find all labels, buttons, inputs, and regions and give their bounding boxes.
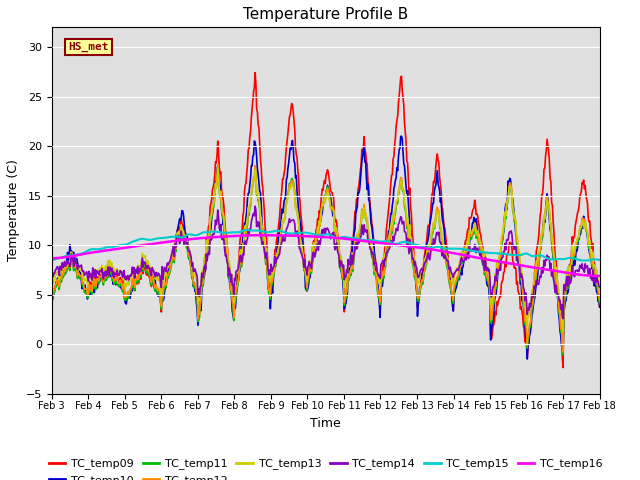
TC_temp14 [409,255,417,261]
TC_temp14 [596,284,604,290]
TC_temp16 [48,255,56,261]
TC_temp12 [559,349,567,355]
TC_temp10 [170,249,177,254]
TC_temp11 [214,165,221,170]
TC_temp12 [596,298,604,303]
TC_temp15 [580,258,588,264]
TC_temp12 [393,198,401,204]
TC_temp13 [48,284,56,289]
TC_temp13 [58,270,65,276]
TC_temp15 [48,258,56,264]
TC_temp15 [596,257,604,263]
TC_temp14 [170,243,177,249]
Legend: TC_temp09, TC_temp10, TC_temp11, TC_temp12, TC_temp13, TC_temp14, TC_temp15, TC_: TC_temp09, TC_temp10, TC_temp11, TC_temp… [44,454,607,480]
Line: TC_temp11: TC_temp11 [52,168,600,355]
TC_temp10 [524,356,531,362]
TC_temp16 [114,246,122,252]
Line: TC_temp13: TC_temp13 [52,168,600,331]
TC_temp12 [170,247,177,253]
TC_temp13 [170,242,177,248]
TC_temp14 [559,316,567,322]
TC_temp10 [392,175,400,181]
TC_temp10 [114,282,122,288]
TC_temp09 [393,118,401,123]
TC_temp16 [253,232,261,238]
TC_temp09 [170,244,177,250]
TC_temp14 [114,273,122,278]
TC_temp13 [596,287,604,293]
Line: TC_temp09: TC_temp09 [52,72,600,368]
TC_temp09 [559,365,567,371]
TC_temp11 [198,284,206,289]
TC_temp11 [114,283,122,288]
TC_temp10 [397,133,405,139]
TC_temp11 [170,250,177,256]
TC_temp11 [58,279,65,285]
TC_temp10 [409,250,417,256]
TC_temp09 [114,278,122,284]
TC_temp11 [559,352,567,358]
TC_temp10 [198,281,206,287]
TC_temp16 [198,235,206,241]
TC_temp13 [559,328,567,334]
Y-axis label: Temperature (C): Temperature (C) [7,159,20,262]
TC_temp14 [393,226,401,231]
Title: Temperature Profile B: Temperature Profile B [243,7,408,22]
TC_temp16 [596,273,604,279]
TC_temp09 [58,277,65,283]
TC_temp14 [252,204,259,209]
TC_temp11 [409,262,417,268]
TC_temp15 [114,243,122,249]
TC_temp14 [48,276,56,282]
TC_temp15 [243,227,251,233]
X-axis label: Time: Time [310,417,341,430]
Line: TC_temp14: TC_temp14 [52,206,600,319]
Text: HS_met: HS_met [68,42,109,52]
TC_temp13 [393,197,401,203]
TC_temp15 [58,255,65,261]
TC_temp16 [409,244,417,250]
TC_temp12 [114,280,122,286]
TC_temp15 [393,241,401,247]
TC_temp16 [393,242,401,248]
TC_temp12 [409,259,417,264]
TC_temp10 [58,271,65,276]
TC_temp13 [114,271,122,277]
TC_temp13 [214,166,221,171]
TC_temp11 [48,298,56,303]
TC_temp11 [596,301,604,307]
TC_temp09 [252,70,259,75]
TC_temp15 [198,230,206,236]
TC_temp09 [409,237,417,242]
TC_temp11 [393,201,401,206]
TC_temp12 [48,295,56,300]
Line: TC_temp15: TC_temp15 [52,230,600,261]
TC_temp10 [596,304,604,310]
TC_temp16 [170,238,177,244]
TC_temp09 [596,304,604,310]
TC_temp16 [58,255,65,261]
TC_temp12 [198,281,206,287]
TC_temp15 [170,234,177,240]
TC_temp14 [58,267,65,273]
TC_temp12 [214,162,221,168]
TC_temp13 [198,270,206,276]
Line: TC_temp16: TC_temp16 [52,235,600,276]
TC_temp15 [409,241,417,247]
Line: TC_temp12: TC_temp12 [52,165,600,352]
TC_temp09 [48,296,56,301]
TC_temp09 [198,276,206,282]
TC_temp13 [409,248,417,254]
TC_temp14 [198,274,206,279]
TC_temp12 [58,276,65,282]
Line: TC_temp10: TC_temp10 [52,136,600,359]
TC_temp10 [48,296,56,302]
